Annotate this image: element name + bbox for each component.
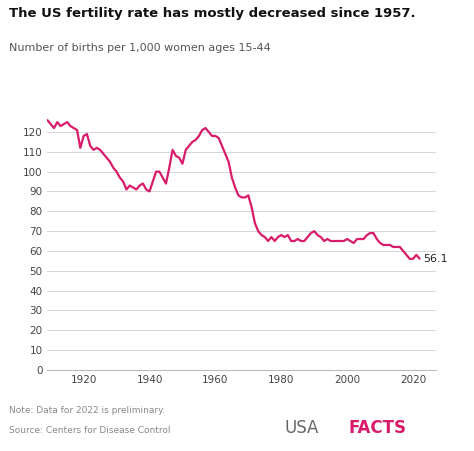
Text: FACTS: FACTS bbox=[348, 419, 406, 437]
Text: 56.1: 56.1 bbox=[424, 253, 448, 264]
Text: USA: USA bbox=[284, 419, 319, 437]
Text: Note: Data for 2022 is preliminary.: Note: Data for 2022 is preliminary. bbox=[9, 406, 165, 415]
Text: Source: Centers for Disease Control: Source: Centers for Disease Control bbox=[9, 426, 171, 435]
Text: The US fertility rate has mostly decreased since 1957.: The US fertility rate has mostly decreas… bbox=[9, 7, 416, 20]
Text: Number of births per 1,000 women ages 15-44: Number of births per 1,000 women ages 15… bbox=[9, 43, 271, 53]
